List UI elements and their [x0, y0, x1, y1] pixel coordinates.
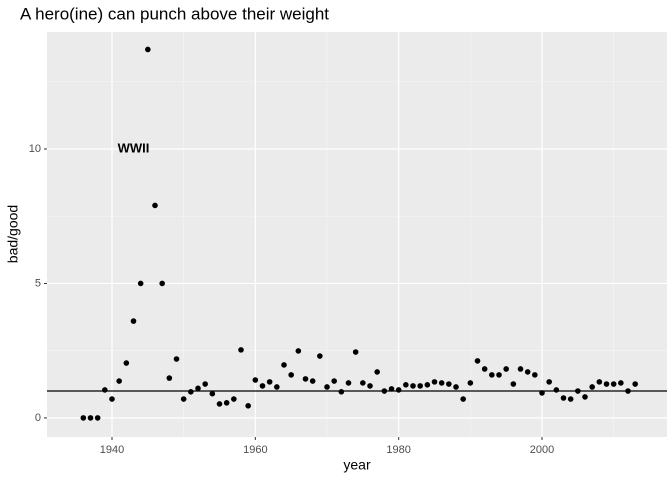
point — [145, 46, 151, 53]
point — [546, 379, 552, 385]
point — [467, 380, 474, 386]
point — [180, 396, 187, 402]
y-axis-title: bad/good — [5, 205, 21, 263]
point — [496, 372, 502, 378]
point — [202, 381, 208, 387]
point — [582, 394, 588, 400]
point — [517, 366, 524, 372]
point — [209, 390, 216, 397]
point — [481, 366, 488, 372]
point — [589, 384, 595, 390]
point — [80, 415, 87, 421]
point — [152, 202, 158, 209]
point — [360, 380, 366, 386]
point — [317, 353, 323, 359]
point — [367, 383, 373, 389]
point — [560, 395, 567, 401]
point — [489, 372, 495, 378]
point — [238, 347, 244, 353]
point — [259, 383, 266, 389]
point — [596, 379, 603, 385]
x-tick-label: 1960 — [243, 444, 267, 456]
point — [553, 387, 560, 393]
point — [453, 384, 459, 390]
point — [195, 385, 201, 392]
point — [87, 415, 94, 421]
point — [395, 387, 402, 393]
point — [102, 387, 108, 393]
point — [309, 378, 316, 384]
point — [460, 396, 466, 402]
point — [274, 384, 280, 390]
y-tick-label: 5 — [35, 277, 41, 289]
point — [338, 389, 345, 395]
x-tick-label: 1940 — [100, 444, 124, 456]
x-tick-label: 2000 — [530, 444, 554, 456]
point — [603, 381, 610, 387]
point — [403, 382, 409, 388]
x-tick-label: 1980 — [386, 444, 410, 456]
point — [431, 379, 438, 385]
point — [345, 380, 352, 386]
point — [524, 369, 531, 375]
point — [374, 369, 380, 375]
point — [188, 389, 194, 395]
chart-title: A hero(ine) can punch above their weight — [20, 4, 329, 23]
annotation: WWII — [118, 140, 150, 155]
point — [173, 356, 180, 362]
point — [123, 360, 130, 366]
panel — [47, 32, 667, 437]
point — [245, 403, 251, 409]
point — [223, 400, 230, 406]
point — [295, 348, 302, 354]
point — [216, 401, 223, 407]
point — [532, 372, 538, 378]
point — [388, 386, 395, 392]
point — [567, 396, 574, 402]
point — [331, 378, 337, 384]
point — [438, 380, 445, 386]
y-tick-label: 0 — [35, 412, 41, 424]
point — [231, 396, 237, 402]
point — [424, 382, 431, 388]
point — [252, 377, 259, 383]
point — [410, 383, 416, 389]
point — [324, 384, 330, 390]
point — [288, 372, 294, 378]
x-axis-title: year — [343, 457, 371, 473]
y-tick-label: 10 — [29, 143, 41, 155]
point — [417, 383, 423, 389]
point — [137, 280, 144, 287]
point — [618, 380, 624, 386]
point — [503, 366, 509, 372]
point — [116, 378, 122, 384]
point — [266, 379, 273, 385]
point — [352, 349, 359, 355]
point — [632, 381, 638, 387]
point — [610, 381, 617, 387]
point — [130, 318, 137, 324]
point — [281, 362, 287, 368]
point — [302, 376, 309, 382]
point — [94, 415, 101, 421]
point — [109, 396, 115, 402]
point — [474, 358, 481, 364]
point — [446, 381, 452, 387]
point — [166, 375, 173, 381]
point — [510, 381, 517, 387]
point — [159, 280, 165, 287]
